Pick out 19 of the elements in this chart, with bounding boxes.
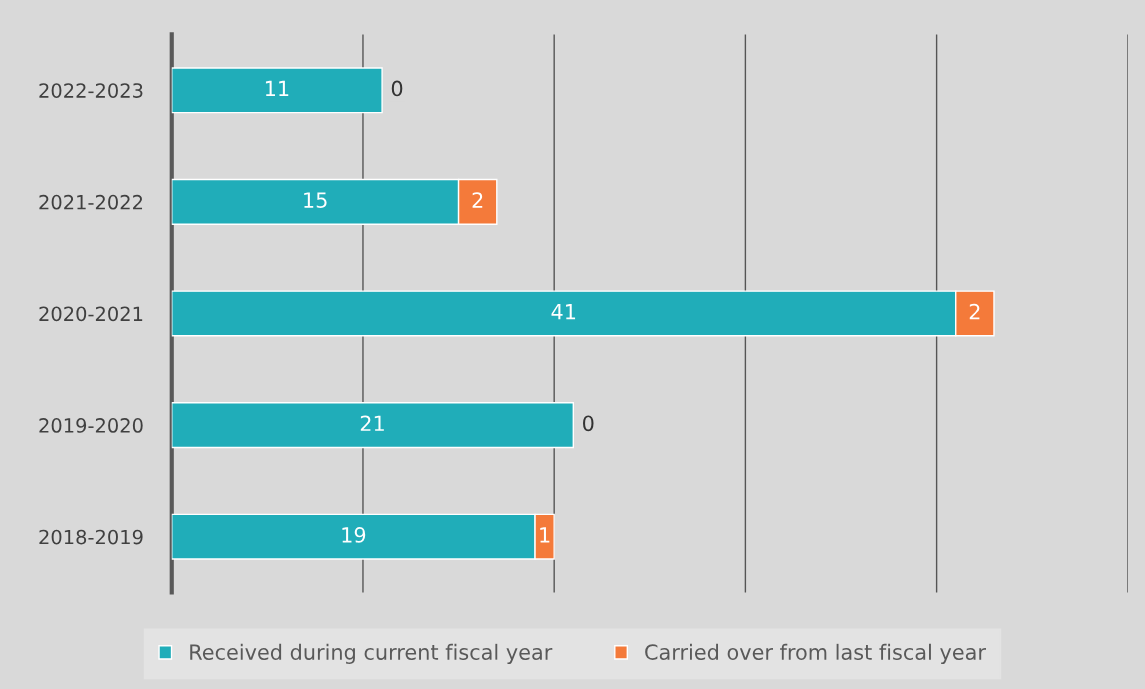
bar [171,402,574,449]
data-label: 2 [969,303,980,320]
data-label: 1 [540,527,550,543]
data-label: 41 [551,304,576,320]
data-label: 0 [583,415,594,432]
data-label: 0 [391,80,403,97]
y-tick-label: 2019-2020 [39,418,143,433]
legend-label: Received during current fiscal year [190,643,553,664]
y-tick-label: 2020-2021 [39,306,143,322]
bar [171,67,383,114]
legend-label: Carried over from last fiscal year [645,643,986,664]
data-label: 2 [472,192,483,208]
data-label: 19 [342,527,366,543]
data-label: 15 [304,192,327,208]
data-label: 11 [265,80,289,97]
y-tick-label: 2021-2022 [39,194,143,210]
y-tick-label: 2018-2019 [39,529,143,545]
data-label: 21 [360,415,384,431]
y-tick-label: 2022-2023 [39,83,143,98]
